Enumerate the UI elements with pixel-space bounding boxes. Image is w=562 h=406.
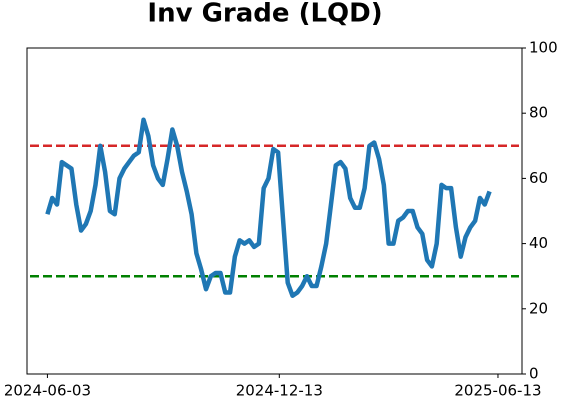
- y-tick-label: 100: [529, 39, 558, 57]
- y-tick-label: 20: [529, 299, 548, 317]
- y-tick-label: 60: [529, 169, 548, 187]
- y-tick-label: 40: [529, 234, 548, 252]
- plot-frame: [26, 47, 523, 375]
- x-tick-label: 2024-06-03: [4, 382, 91, 400]
- chart-title: Inv Grade (LQD): [147, 0, 382, 29]
- x-tick-label: 2025-06-13: [454, 382, 541, 400]
- y-tick-label: 80: [529, 104, 548, 122]
- x-tick-label: 2024-12-13: [236, 382, 323, 400]
- data-line: [45, 117, 492, 299]
- y-tick-label: 0: [529, 365, 539, 383]
